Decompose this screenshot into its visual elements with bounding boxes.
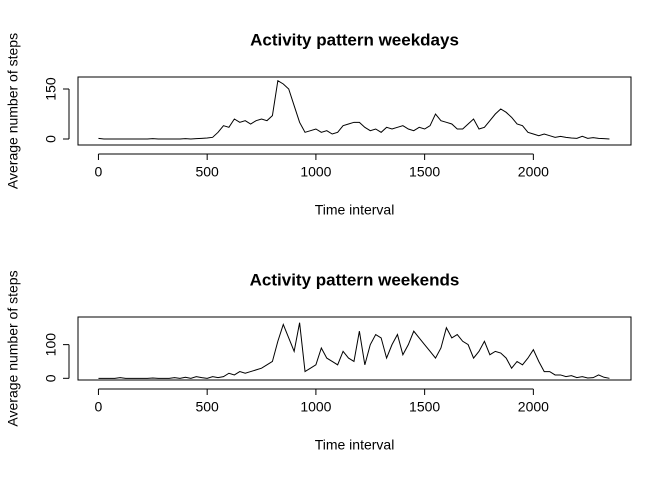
x-tick-label: 1000 <box>300 164 331 180</box>
x-tick-label: 2000 <box>518 164 549 180</box>
chart-title: Activity pattern weekends <box>250 270 460 289</box>
x-axis-label: Time interval <box>315 202 395 218</box>
x-tick-label: 0 <box>95 164 103 180</box>
x-tick-label: 0 <box>95 399 103 415</box>
y-tick-label: 0 <box>43 135 59 143</box>
x-tick-label: 1500 <box>409 399 440 415</box>
y-tick-label: 100 <box>43 333 59 357</box>
plot-box <box>77 316 632 381</box>
y-tick-label: 0 <box>43 374 59 382</box>
x-tick-label: 1000 <box>300 399 331 415</box>
data-line <box>98 79 610 140</box>
plot-box <box>77 76 632 146</box>
data-line <box>98 322 610 379</box>
y-axis-label: Average number of steps <box>5 270 21 426</box>
y-tick-label: 150 <box>43 77 59 101</box>
x-tick-label: 2000 <box>518 399 549 415</box>
x-tick-label: 500 <box>195 164 219 180</box>
x-axis-label: Time interval <box>315 437 395 453</box>
x-tick-label: 500 <box>195 399 219 415</box>
x-tick-label: 1500 <box>409 164 440 180</box>
chart-title: Activity pattern weekdays <box>250 30 459 49</box>
y-axis-label: Average number of steps <box>5 33 21 189</box>
